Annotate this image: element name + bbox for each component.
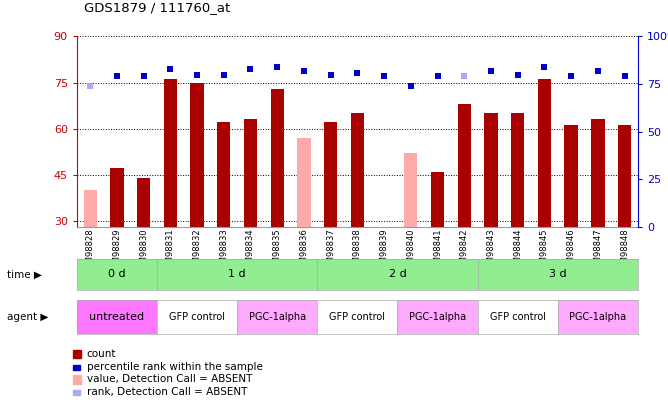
Text: GFP control: GFP control — [490, 312, 546, 322]
Text: percentile rank within the sample: percentile rank within the sample — [87, 362, 263, 372]
Bar — [271, 89, 284, 227]
Point — [512, 71, 523, 78]
Bar — [110, 168, 124, 227]
Point — [486, 68, 496, 74]
Bar — [164, 79, 177, 227]
Bar — [217, 122, 230, 227]
Point — [218, 71, 229, 78]
Bar — [244, 119, 257, 227]
Point — [619, 73, 630, 80]
Bar — [511, 113, 524, 227]
Bar — [297, 138, 311, 227]
Point — [85, 83, 96, 89]
Text: agent ▶: agent ▶ — [7, 312, 48, 322]
Text: GFP control: GFP control — [169, 312, 225, 322]
Bar — [190, 83, 204, 227]
Point — [192, 71, 202, 78]
Point — [299, 68, 309, 74]
Point — [593, 68, 603, 74]
Point — [352, 69, 363, 76]
Point — [272, 64, 283, 70]
Text: GDS1879 / 111760_at: GDS1879 / 111760_at — [84, 1, 230, 14]
Bar — [324, 122, 337, 227]
Point — [432, 73, 443, 80]
Bar — [538, 79, 551, 227]
Bar — [484, 113, 498, 227]
Text: PGC-1alpha: PGC-1alpha — [569, 312, 627, 322]
Point — [405, 83, 416, 89]
Point — [245, 66, 256, 72]
Bar — [591, 119, 605, 227]
Text: 3 d: 3 d — [549, 269, 566, 279]
Text: rank, Detection Call = ABSENT: rank, Detection Call = ABSENT — [87, 388, 247, 397]
Text: value, Detection Call = ABSENT: value, Detection Call = ABSENT — [87, 375, 253, 384]
Bar — [431, 172, 444, 227]
Point — [539, 64, 550, 70]
Text: GFP control: GFP control — [329, 312, 385, 322]
Point — [459, 73, 470, 80]
Text: count: count — [87, 349, 116, 359]
Bar — [404, 153, 418, 227]
Bar — [458, 104, 471, 227]
Point — [325, 71, 336, 78]
Bar — [618, 126, 631, 227]
Text: 0 d: 0 d — [108, 269, 126, 279]
Bar — [137, 178, 150, 227]
Bar — [351, 113, 364, 227]
Text: 2 d: 2 d — [389, 269, 406, 279]
Text: PGC-1alpha: PGC-1alpha — [248, 312, 306, 322]
Point — [138, 73, 149, 80]
Point — [566, 73, 576, 80]
Point — [165, 66, 176, 72]
Text: 1 d: 1 d — [228, 269, 246, 279]
Point — [379, 73, 389, 80]
Bar — [564, 126, 578, 227]
Text: time ▶: time ▶ — [7, 269, 41, 279]
Point — [112, 73, 122, 80]
Text: untreated: untreated — [90, 312, 144, 322]
Bar — [84, 190, 97, 227]
Text: PGC-1alpha: PGC-1alpha — [409, 312, 466, 322]
